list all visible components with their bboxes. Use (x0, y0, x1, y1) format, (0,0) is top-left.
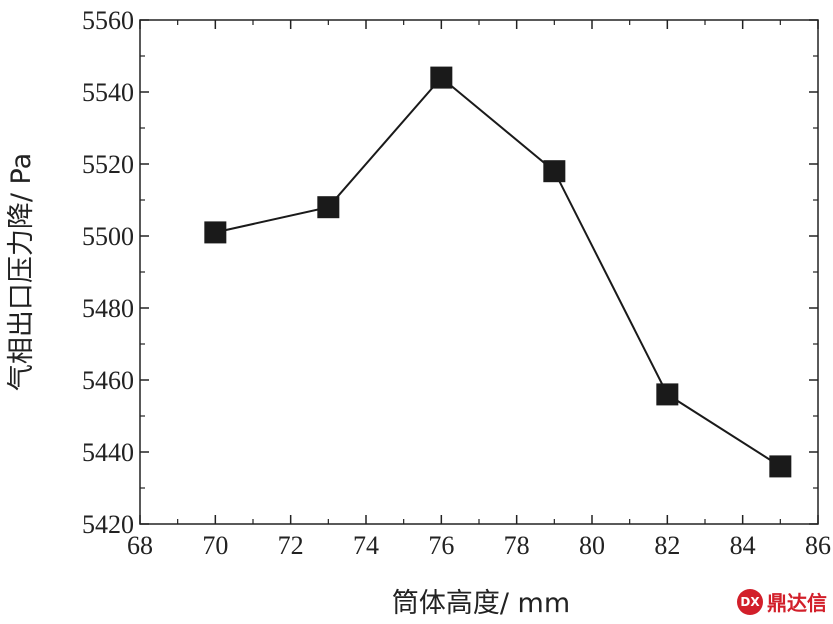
y-tick-label: 5500 (82, 222, 134, 251)
x-tick-label: 86 (805, 531, 831, 560)
y-tick-label: 5480 (82, 294, 134, 323)
y-tick-label: 5460 (82, 366, 134, 395)
y-tick-label: 5540 (82, 78, 134, 107)
x-tick-label: 82 (654, 531, 680, 560)
data-point-marker (543, 160, 566, 183)
x-axis-title: 筒体高度/ mm (392, 588, 570, 619)
watermark: DX 鼎达信 (737, 587, 827, 616)
x-tick-label: 74 (353, 531, 379, 560)
watermark-logo-icon: DX (737, 588, 763, 615)
series-line (215, 76, 781, 468)
data-point-marker (430, 66, 453, 89)
y-tick-label: 5560 (82, 6, 134, 35)
watermark-text: 鼎达信 (767, 591, 827, 615)
axes (139, 19, 819, 525)
data-point-marker (656, 383, 679, 406)
series-layer (204, 66, 792, 478)
y-axis-title: 气相出口压力降/ Pa (6, 153, 37, 391)
x-tick-label: 72 (278, 531, 304, 560)
x-tick-label: 70 (202, 531, 228, 560)
y-tick-label: 5520 (82, 150, 134, 179)
x-tick-label: 84 (730, 531, 756, 560)
data-point-marker (317, 196, 340, 219)
x-tick-label: 68 (127, 531, 153, 560)
ticks: 68 70 72 74 76 78 80 82 84 86 5420 5440 5460 5480 5500… (82, 6, 831, 560)
data-point-marker (204, 221, 227, 244)
y-tick-label: 5420 (82, 510, 134, 539)
x-tick-label: 80 (579, 531, 605, 560)
y-tick-label: 5440 (82, 438, 134, 467)
x-tick-label: 78 (504, 531, 530, 560)
x-tick-label: 76 (428, 531, 454, 560)
data-point-marker (769, 455, 792, 478)
plot-frame (139, 19, 819, 525)
